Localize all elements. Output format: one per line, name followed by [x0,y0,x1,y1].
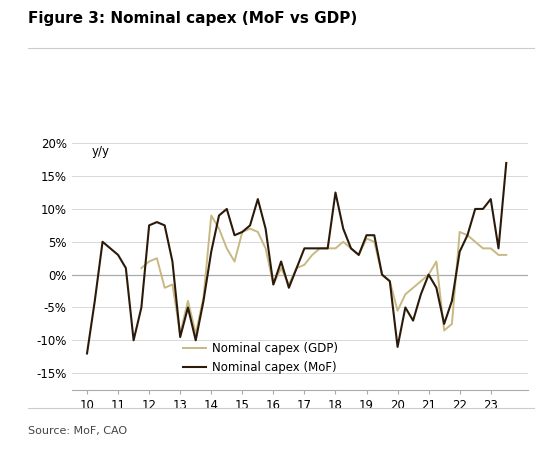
Nominal capex (GDP) [192,331,199,337]
Nominal capex (GDP) [324,246,331,251]
Nominal capex (GDP) [309,252,316,258]
Nominal capex (MoF) [161,223,168,228]
Line: Nominal capex (GDP): Nominal capex (GDP) [141,216,506,334]
Nominal capex (GDP) [293,265,300,271]
Nominal capex (GDP) [355,252,362,258]
Line: Nominal capex (MoF): Nominal capex (MoF) [87,163,506,353]
Nominal capex (MoF) [185,305,191,310]
Nominal capex (GDP) [363,236,370,241]
Nominal capex (GDP) [200,295,207,300]
Nominal capex (GDP) [371,239,378,245]
Nominal capex (GDP) [332,246,339,251]
Nominal capex (MoF) [503,160,509,166]
Nominal capex (GDP) [340,239,346,245]
Nominal capex (GDP) [262,246,269,251]
Nominal capex (GDP) [410,285,416,290]
Text: Source: MoF, CAO: Source: MoF, CAO [28,426,126,436]
Nominal capex (GDP) [456,229,463,235]
Text: Figure 3: Nominal capex (MoF vs GDP): Figure 3: Nominal capex (MoF vs GDP) [28,11,357,26]
Nominal capex (MoF) [495,246,502,251]
Nominal capex (GDP) [223,246,230,251]
Text: y/y: y/y [92,145,109,158]
Nominal capex (GDP) [255,229,261,235]
Nominal capex (GDP) [231,259,238,264]
Nominal capex (GDP) [417,279,424,284]
Nominal capex (MoF) [456,249,463,255]
Nominal capex (GDP) [425,272,432,277]
Nominal capex (GDP) [472,239,478,245]
Nominal capex (GDP) [153,255,160,261]
Nominal capex (GDP) [278,265,284,271]
Nominal capex (GDP) [449,321,455,327]
Nominal capex (GDP) [402,292,409,297]
Nominal capex (GDP) [433,259,439,264]
Nominal capex (GDP) [239,229,246,235]
Nominal capex (GDP) [387,279,393,284]
Nominal capex (GDP) [487,246,494,251]
Nominal capex (GDP) [379,272,386,277]
Nominal capex (GDP) [441,328,448,333]
Nominal capex (GDP) [270,282,277,287]
Nominal capex (GDP) [177,331,184,337]
Nominal capex (GDP) [247,226,254,231]
Nominal capex (MoF) [130,337,137,343]
Nominal capex (GDP) [285,282,292,287]
Nominal capex (GDP) [348,246,354,251]
Nominal capex (GDP) [138,265,145,271]
Nominal capex (GDP) [208,213,214,218]
Nominal capex (GDP) [464,232,471,238]
Nominal capex (MoF) [84,351,90,356]
Nominal capex (GDP) [503,252,509,258]
Nominal capex (GDP) [216,226,222,231]
Nominal capex (GDP) [146,259,152,264]
Nominal capex (GDP) [317,246,323,251]
Nominal capex (GDP) [185,298,191,304]
Nominal capex (GDP) [495,252,502,258]
Nominal capex (MoF) [239,229,246,235]
Nominal capex (GDP) [161,285,168,290]
Nominal capex (GDP) [169,282,176,287]
Nominal capex (GDP) [394,308,401,313]
Nominal capex (GDP) [301,262,307,267]
Nominal capex (GDP) [480,246,486,251]
Legend: Nominal capex (GDP), Nominal capex (MoF): Nominal capex (GDP), Nominal capex (MoF) [178,337,343,378]
